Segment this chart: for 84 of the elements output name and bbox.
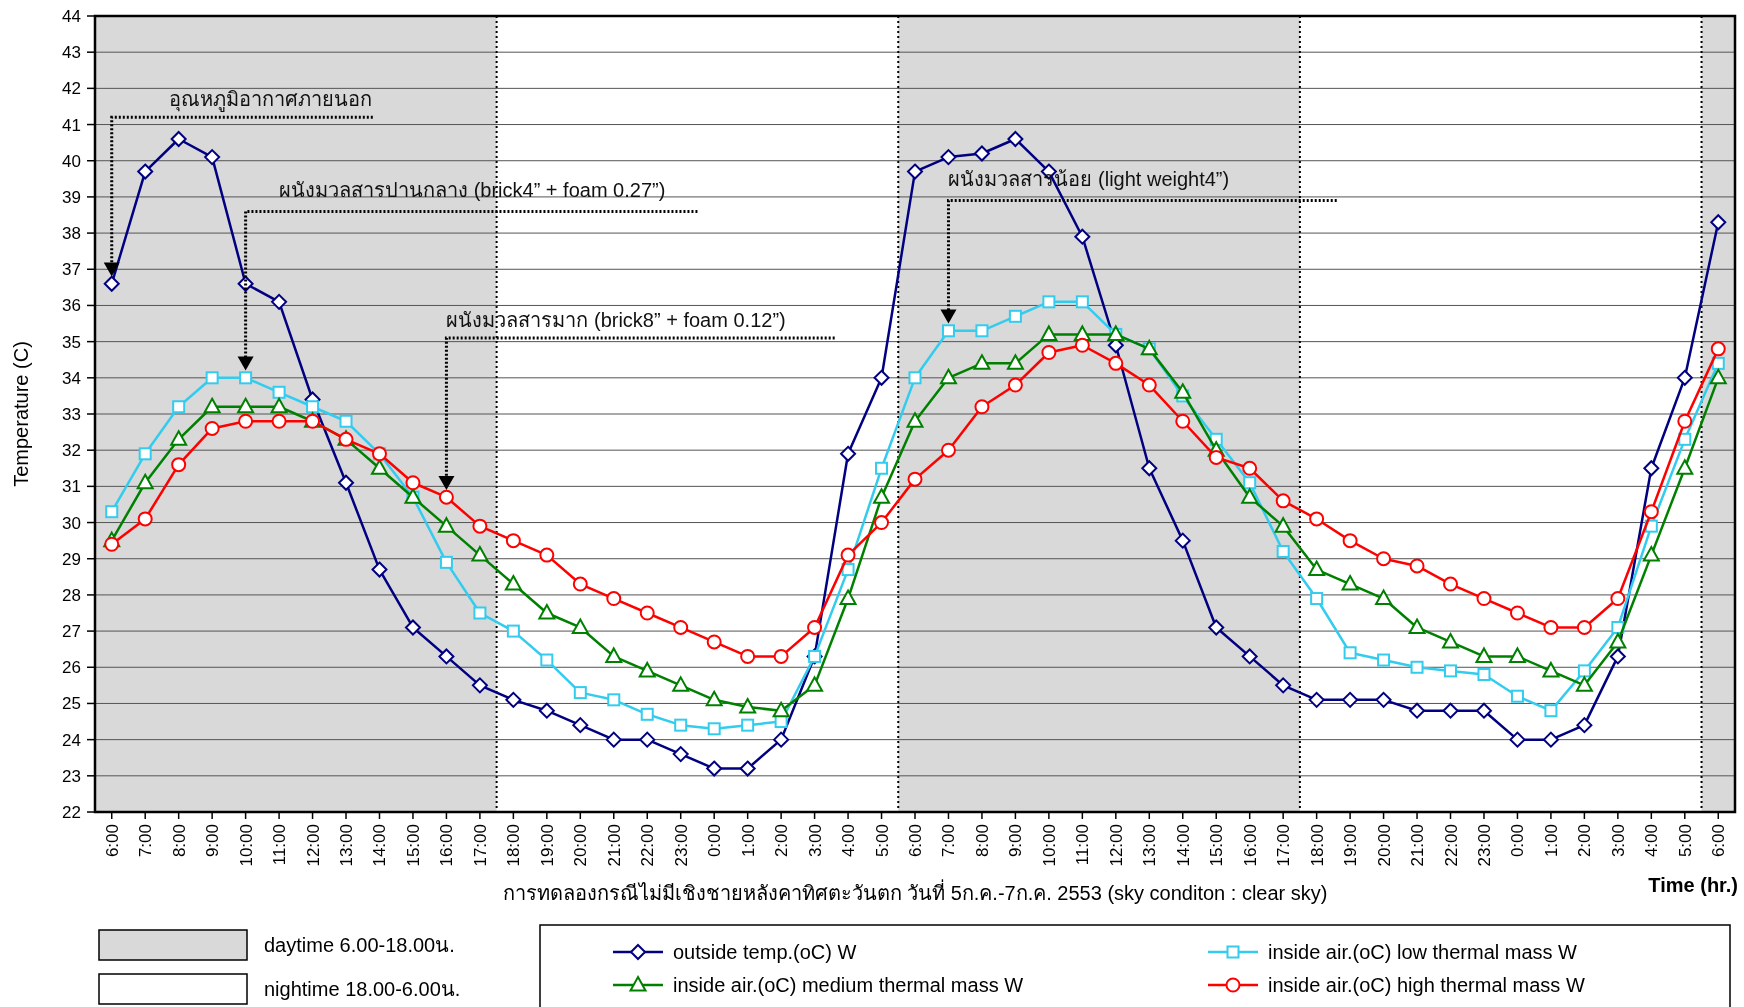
- y-tick-label: 34: [62, 368, 81, 388]
- y-tick-label: 39: [62, 187, 81, 207]
- x-tick-label: 6:00: [1709, 824, 1729, 858]
- x-tick-label: 3:00: [1608, 824, 1628, 858]
- x-tick-label: 14:00: [1173, 824, 1193, 867]
- y-tick-label: 24: [62, 730, 81, 750]
- y-tick-label: 32: [62, 441, 81, 461]
- x-tick-label: 23:00: [1474, 824, 1494, 867]
- x-tick-label: 21:00: [1408, 824, 1428, 867]
- x-tick-label: 0:00: [1508, 824, 1528, 858]
- x-tick-label: 8:00: [972, 824, 992, 858]
- x-tick-label: 15:00: [1207, 824, 1227, 867]
- annotation: ผนังมวลสารปานกลาง (brick4” + foam 0.27”): [279, 178, 666, 201]
- x-tick-label: 22:00: [638, 824, 658, 867]
- x-tick-label: 7:00: [136, 824, 156, 858]
- x-tick-label: 1:00: [738, 824, 758, 858]
- x-tick-label: 1:00: [1541, 824, 1561, 858]
- x-tick-label: 6:00: [906, 824, 925, 858]
- x-tick-label: 11:00: [270, 824, 290, 866]
- text: daytime 6.00-18.00น.: [264, 934, 455, 956]
- x-tick-label: 5:00: [1675, 824, 1695, 858]
- x-tick-label: 13:00: [337, 824, 357, 867]
- x-tick-label: 23:00: [671, 824, 691, 867]
- legend-label: inside air.(oC) low thermal mass W: [1268, 941, 1578, 963]
- y-axis-title: Temperature (C): [10, 341, 32, 487]
- x-tick-label: 13:00: [1140, 824, 1160, 867]
- x-tick-label: 10:00: [236, 824, 256, 867]
- y-tick-label: 35: [62, 332, 81, 352]
- x-tick-label: 14:00: [370, 824, 390, 867]
- y-tick-label: 30: [62, 513, 81, 533]
- x-tick-label: 15:00: [403, 824, 423, 867]
- x-tick-label: 8:00: [169, 824, 189, 858]
- y-tick-label: 29: [62, 549, 81, 569]
- annotation: ผนังมวลสารมาก (brick8” + foam 0.12”): [446, 309, 786, 332]
- legend-label: inside air.(oC) medium thermal mass W: [673, 974, 1024, 996]
- legend-label: inside air.(oC) high thermal mass W: [1268, 974, 1585, 996]
- x-tick-label: 0:00: [705, 824, 725, 858]
- x-tick-label: 2:00: [1575, 824, 1595, 858]
- x-tick-label: 4:00: [839, 824, 859, 858]
- x-tick-label: 5:00: [872, 824, 892, 858]
- x-tick-label: 2:00: [772, 824, 792, 858]
- x-tick-label: 21:00: [604, 824, 624, 867]
- x-tick-label: 12:00: [1106, 824, 1126, 867]
- y-tick-label: 44: [62, 7, 81, 26]
- x-tick-label: 12:00: [303, 824, 323, 867]
- y-tick-label: 23: [62, 766, 81, 786]
- y-tick-label: 36: [62, 296, 81, 316]
- x-tick-label: 20:00: [1374, 824, 1394, 867]
- x-tick-label: 3:00: [805, 824, 825, 858]
- legend-label: outside temp.(oC) W: [673, 941, 857, 963]
- y-tick-label: 40: [62, 151, 81, 171]
- y-tick-label: 22: [62, 803, 81, 822]
- y-tick-label: 37: [62, 260, 81, 280]
- y-tick-label: 42: [62, 79, 81, 99]
- x-tick-label: 10:00: [1039, 824, 1059, 867]
- y-tick-label: 41: [62, 115, 81, 135]
- x-tick-label: 18:00: [1307, 824, 1327, 867]
- x-tick-label: 16:00: [1240, 824, 1260, 867]
- x-tick-label: 20:00: [571, 824, 591, 867]
- x-tick-label: 17:00: [1274, 824, 1294, 867]
- y-tick-label: 43: [62, 43, 81, 63]
- x-tick-label: 4:00: [1642, 824, 1662, 858]
- x-tick-label: 9:00: [203, 824, 223, 858]
- x-tick-label: 18:00: [504, 824, 524, 867]
- x-tick-label: 16:00: [437, 824, 457, 867]
- x-tick-label: 6:00: [102, 824, 122, 858]
- x-tick-label: 9:00: [1006, 824, 1026, 858]
- y-tick-label: 25: [62, 694, 81, 714]
- y-tick-label: 31: [62, 477, 81, 497]
- x-tick-label: 17:00: [470, 824, 490, 867]
- x-tick-label: 19:00: [1341, 824, 1361, 867]
- y-tick-label: 27: [62, 622, 81, 642]
- x-tick-label: 22:00: [1441, 824, 1461, 867]
- y-tick-label: 26: [62, 658, 81, 678]
- y-tick-label: 33: [62, 405, 81, 424]
- text: nightime 18.00-6.00น.: [264, 978, 461, 1000]
- y-tick-label: 38: [62, 224, 81, 244]
- annotation: อุณหภูมิอากาศภายนอก: [168, 88, 372, 113]
- x-tick-label: 19:00: [537, 824, 557, 867]
- y-tick-label: 28: [62, 585, 81, 605]
- x-axis-title: Time (hr.): [1648, 874, 1738, 896]
- x-tick-label: 7:00: [939, 824, 959, 858]
- text: การทดลองกรณีไม่มีเชิงชายหลังคาทิศตะวันตก วันที่ 5ก.ค.-7ก.ค. 2553 (sky conditon : clear sky): [502, 879, 1328, 904]
- x-tick-label: 11:00: [1073, 824, 1093, 866]
